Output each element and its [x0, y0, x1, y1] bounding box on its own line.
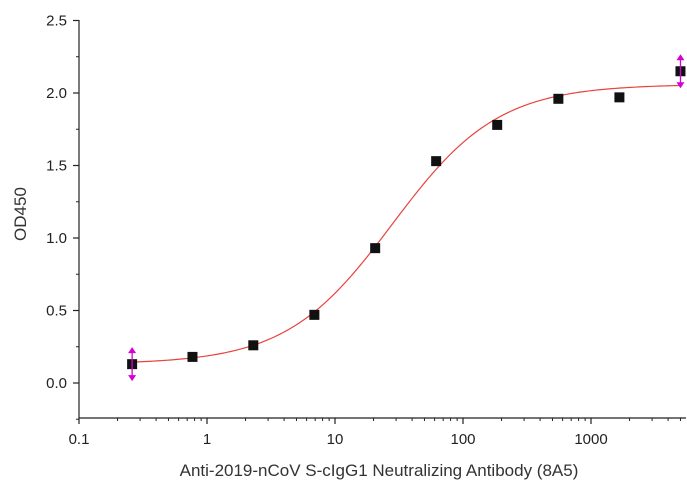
x-ticks: 0.1 1 10 100 1000 [69, 418, 681, 448]
y-axis-title: OD450 [11, 187, 30, 241]
y-tick-label: 2.5 [46, 13, 67, 30]
data-point [187, 351, 198, 362]
fit-curve [132, 84, 681, 363]
data-point [248, 340, 259, 351]
x-axis-title: Anti-2019-nCoV S-cIgG1 Neutralizing Anti… [180, 461, 579, 480]
error-bar-cap-bottom [128, 375, 137, 382]
data-point [492, 119, 503, 130]
y-tick-label: 0.0 [46, 375, 67, 392]
error-bar-cap-top [676, 54, 685, 61]
data-point [370, 243, 381, 254]
axes [78, 20, 686, 419]
y-tick-label: 1.5 [46, 158, 67, 175]
data-point [614, 92, 625, 103]
error-bar [676, 54, 685, 89]
error-markers [128, 54, 685, 382]
data-point [553, 93, 564, 104]
error-bar-cap-bottom [676, 82, 685, 89]
y-tick-label: 1.0 [46, 230, 67, 247]
data-points [127, 66, 686, 370]
error-bar [128, 347, 137, 382]
x-tick-label: 100 [450, 431, 475, 448]
x-tick-label: 10 [327, 431, 344, 448]
x-tick-label: 1000 [574, 431, 607, 448]
y-tick-label: 2.0 [46, 85, 67, 102]
x-tick-label: 0.1 [69, 431, 90, 448]
data-point [309, 309, 320, 320]
y-ticks: 0.0 0.5 1.0 1.5 2.0 2.5 [46, 13, 79, 420]
error-bar-cap-top [128, 347, 137, 354]
x-tick-label: 1 [203, 431, 211, 448]
y-tick-label: 0.5 [46, 303, 67, 320]
data-point [431, 156, 442, 167]
